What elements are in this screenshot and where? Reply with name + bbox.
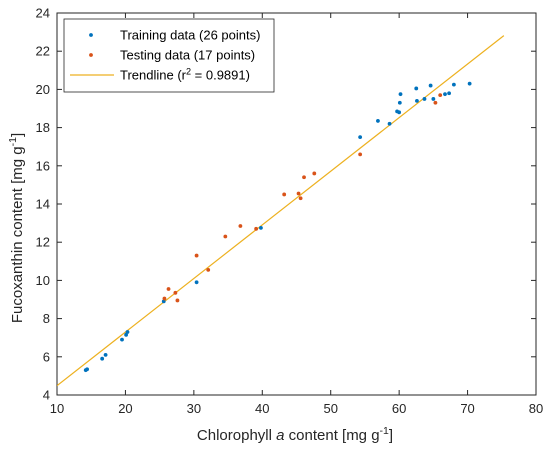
legend-training-marker bbox=[89, 33, 93, 37]
training-point bbox=[376, 119, 380, 123]
training-point bbox=[414, 86, 419, 91]
testing-point bbox=[223, 234, 228, 239]
testing-point bbox=[173, 290, 178, 295]
training-point bbox=[397, 100, 402, 105]
training-point bbox=[415, 98, 419, 103]
testing-point bbox=[433, 100, 438, 105]
y-tick-label: 16 bbox=[36, 158, 50, 173]
trendline bbox=[57, 35, 505, 387]
legend-testing-label: Testing data (17 points) bbox=[120, 48, 255, 63]
y-tick-label: 22 bbox=[36, 44, 50, 59]
y-tick-label: 10 bbox=[36, 273, 50, 288]
testing-point bbox=[162, 296, 167, 301]
testing-point bbox=[358, 152, 363, 157]
training-point bbox=[120, 337, 124, 342]
training-point bbox=[443, 92, 447, 97]
x-axis-label: Chlorophyll a content [mg g-1] bbox=[197, 425, 393, 444]
legend-box bbox=[63, 18, 275, 93]
testing-point bbox=[298, 196, 303, 201]
y-tick-label: 14 bbox=[36, 197, 50, 212]
training-point bbox=[398, 92, 403, 97]
y-axis: 4 6 8 10 12 14 16 18 20 22 24 bbox=[36, 6, 536, 403]
training-point bbox=[124, 332, 129, 337]
training-point bbox=[447, 91, 451, 96]
x-tick-label: 20 bbox=[118, 401, 132, 416]
training-point bbox=[451, 82, 456, 87]
training-point bbox=[422, 97, 427, 101]
series-testing bbox=[162, 93, 443, 303]
legend: Training data (26 points) Testing data (1… bbox=[63, 18, 275, 93]
x-axis: 10 20 30 40 50 60 70 80 bbox=[50, 13, 543, 416]
legend-training-label: Training data (26 points) bbox=[120, 28, 260, 43]
y-tick-label: 8 bbox=[43, 311, 50, 326]
testing-point bbox=[206, 267, 211, 272]
x-tick-label: 30 bbox=[187, 401, 201, 416]
training-point bbox=[431, 97, 436, 101]
x-tick-label: 60 bbox=[392, 401, 406, 416]
series-training bbox=[83, 81, 472, 373]
x-tick-label: 50 bbox=[323, 401, 337, 416]
y-tick-label: 24 bbox=[36, 6, 50, 21]
x-tick-label: 10 bbox=[50, 401, 64, 416]
y-tick-label: 18 bbox=[36, 120, 50, 135]
y-tick-label: 12 bbox=[36, 235, 50, 250]
training-point bbox=[387, 121, 392, 126]
legend-testing-marker bbox=[89, 53, 93, 57]
training-point bbox=[125, 330, 130, 334]
training-point bbox=[161, 299, 166, 304]
training-point bbox=[397, 110, 402, 115]
y-tick-label: 4 bbox=[43, 388, 50, 403]
y-tick-label: 6 bbox=[43, 349, 50, 364]
testing-point bbox=[302, 175, 306, 180]
x-tick-label: 70 bbox=[460, 401, 474, 416]
testing-point bbox=[194, 253, 199, 258]
training-point bbox=[428, 83, 433, 88]
y-axis-label: Fucoxanthin content [mg g-1] bbox=[7, 133, 26, 323]
training-point bbox=[100, 356, 105, 361]
x-tick-label: 80 bbox=[529, 401, 543, 416]
testing-point bbox=[254, 226, 259, 231]
testing-point bbox=[296, 191, 301, 196]
training-point bbox=[103, 352, 108, 357]
y-tick-label: 20 bbox=[36, 82, 50, 97]
training-point bbox=[467, 81, 472, 86]
testing-point bbox=[438, 93, 443, 98]
x-tick-label: 40 bbox=[255, 401, 269, 416]
testing-point bbox=[238, 224, 243, 228]
data-layer bbox=[57, 35, 505, 387]
testing-point bbox=[312, 171, 317, 176]
testing-point bbox=[175, 298, 180, 303]
testing-point bbox=[166, 287, 171, 291]
legend-trendline-label: Trendline (r2 = 0.9891) bbox=[120, 67, 250, 83]
training-point bbox=[85, 367, 90, 372]
training-point bbox=[358, 135, 363, 140]
testing-point bbox=[282, 192, 287, 197]
training-point bbox=[259, 225, 263, 230]
training-point bbox=[194, 280, 199, 285]
